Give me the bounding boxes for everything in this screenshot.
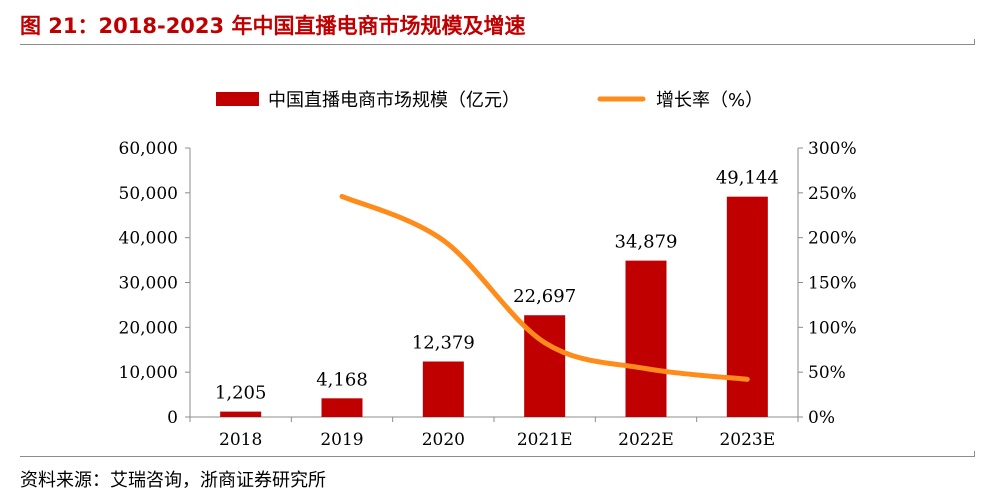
bar-data-label: 22,697 bbox=[513, 286, 576, 307]
legend-bar-label: 中国直播电商市场规模（亿元） bbox=[268, 90, 520, 111]
legend-bar-swatch bbox=[216, 92, 259, 106]
bar-data-labels: 1,205 4,168 12,379 22,697 34,879 49,144 bbox=[215, 168, 779, 404]
growth-rate-point bbox=[746, 378, 748, 380]
bar-data-label: 1,205 bbox=[215, 383, 267, 404]
x-axis-tick-label: 2018 bbox=[219, 430, 262, 450]
growth-rate-point bbox=[442, 239, 444, 241]
left-axis-tick-label: 50,000 bbox=[119, 184, 178, 204]
bar-2023E bbox=[726, 196, 768, 417]
x-axis-tick-label: 2020 bbox=[422, 430, 465, 450]
bar-series bbox=[220, 196, 768, 417]
right-axis-tick-label: 300% bbox=[808, 139, 857, 159]
figure-title: 图 21：2018-2023 年中国直播电商市场规模及增速 bbox=[20, 14, 526, 38]
source-divider bbox=[20, 456, 975, 457]
x-axis-tick-label: 2021E bbox=[517, 430, 573, 450]
x-axis-tick-label: 2019 bbox=[320, 430, 363, 450]
left-axis-tick-label: 60,000 bbox=[119, 139, 178, 159]
right-axis-tick-label: 200% bbox=[808, 229, 857, 249]
bar-data-label: 49,144 bbox=[716, 168, 779, 189]
right-axis: 0% 50% 100% 150% 200% 250% 300% bbox=[797, 139, 857, 428]
right-axis-tick-label: 0% bbox=[808, 408, 835, 428]
growth-line-series bbox=[339, 193, 750, 382]
source-divider-end-tick bbox=[974, 451, 975, 457]
left-axis-tick-label: 40,000 bbox=[119, 229, 178, 249]
right-axis-tick-label: 50% bbox=[808, 363, 846, 383]
bar-2019 bbox=[321, 398, 363, 417]
bar-2018 bbox=[220, 411, 262, 417]
title-divider-end-tick bbox=[974, 39, 975, 45]
bar-data-label: 34,879 bbox=[615, 232, 678, 253]
legend: 中国直播电商市场规模（亿元） 增长率（%） bbox=[216, 90, 763, 111]
growth-rate-point bbox=[341, 195, 343, 197]
right-axis-tick-label: 250% bbox=[808, 184, 857, 204]
bar-data-label: 4,168 bbox=[316, 369, 368, 390]
bar-2020 bbox=[422, 361, 464, 417]
left-axis: 0 10,000 20,000 30,000 40,000 50,000 60,000 bbox=[119, 139, 191, 428]
legend-line-label: 增长率（%） bbox=[656, 90, 763, 111]
left-axis-tick-label: 30,000 bbox=[119, 274, 178, 294]
right-axis-tick-label: 150% bbox=[808, 274, 857, 294]
bar-2022E bbox=[625, 260, 667, 417]
growth-rate-point bbox=[645, 368, 647, 370]
left-axis-tick-label: 0 bbox=[167, 408, 178, 428]
x-axis-tick-label: 2022E bbox=[618, 430, 674, 450]
right-axis-tick-label: 100% bbox=[808, 318, 857, 338]
title-divider bbox=[20, 44, 975, 45]
x-axis: 2018 2019 2020 2021E 2022E 2023E bbox=[189, 416, 799, 450]
bar-data-label: 12,379 bbox=[412, 333, 475, 354]
left-axis-tick-label: 20,000 bbox=[119, 318, 178, 338]
growth-rate-point bbox=[544, 342, 546, 344]
x-axis-tick-label: 2023E bbox=[719, 430, 775, 450]
source-note: 资料来源：艾瑞咨询，浙商证券研究所 bbox=[20, 470, 326, 491]
left-axis-tick-label: 10,000 bbox=[119, 363, 178, 383]
